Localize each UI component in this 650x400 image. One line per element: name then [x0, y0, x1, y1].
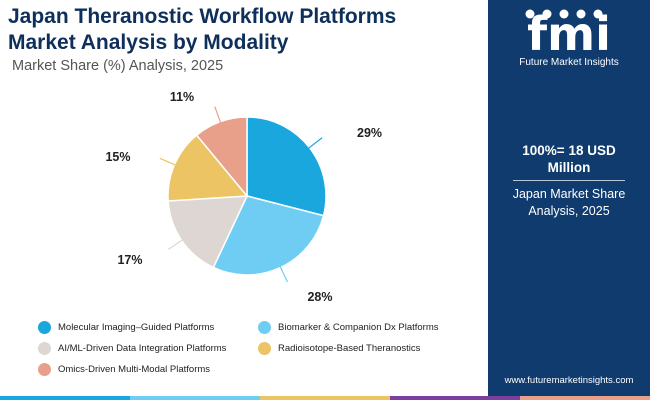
market-total-line2: Million — [547, 160, 591, 175]
pie-data-label: 29% — [357, 126, 382, 140]
logo-caption: Future Market Insights — [519, 57, 619, 68]
side-panel: fmi Future Market Insights 100%= 18 USD … — [488, 0, 650, 396]
logo-icon-row — [525, 9, 603, 19]
bottom-bar-segment — [390, 396, 520, 400]
legend-item[interactable]: Molecular Imaging–Guided Platforms — [38, 321, 214, 334]
market-description-line1: Japan Market Share — [512, 187, 626, 201]
legend-label: Biomarker & Companion Dx Platforms — [278, 322, 439, 333]
pie-data-label: 11% — [170, 90, 194, 104]
legend-item[interactable]: Omics-Driven Multi-Modal Platforms — [38, 363, 210, 376]
bottom-bar-segment — [260, 396, 390, 400]
chart-subtitle: Market Share (%) Analysis, 2025 — [12, 58, 224, 74]
legend-item[interactable]: Biomarker & Companion Dx Platforms — [258, 321, 439, 334]
market-description-line2: Analysis, 2025 — [528, 204, 610, 218]
pie-leader-line — [214, 106, 222, 124]
legend-label: AI/ML-Driven Data Integration Platforms — [58, 343, 227, 354]
legend-swatch-icon — [38, 321, 51, 334]
market-total-line1: 100%= 18 USD — [522, 143, 616, 158]
logo-dot-icon — [542, 9, 552, 19]
pie-leader-line — [279, 265, 288, 283]
legend-swatch-icon — [38, 342, 51, 355]
chart-title-line2: Market Analysis by Modality — [8, 31, 289, 54]
legend-label: Omics-Driven Multi-Modal Platforms — [58, 364, 211, 375]
chart-title: Japan Theranostic Workflow Platforms Mar… — [8, 4, 488, 56]
bottom-bar-segment — [0, 396, 130, 400]
market-total: 100%= 18 USD Million — [494, 142, 644, 176]
logo-dot-icon — [576, 9, 586, 19]
fmi-logo: fmi — [525, 7, 611, 61]
bottom-color-bar — [0, 396, 650, 400]
legend-item[interactable]: AI/ML-Driven Data Integration Platforms — [38, 342, 226, 355]
market-description: Japan Market Share Analysis, 2025 — [494, 186, 644, 220]
legend-swatch-icon — [258, 321, 271, 334]
logo-dot-icon — [593, 9, 603, 19]
pie-leader-line — [159, 157, 177, 166]
pie-chart: 29% 28% 17% 15% 11% — [105, 90, 382, 304]
pie-data-label: 15% — [105, 150, 130, 164]
chart-title-line1: Japan Theranostic Workflow Platforms — [8, 5, 397, 28]
logo-dot-icon — [525, 9, 535, 19]
legend-swatch-icon — [258, 342, 271, 355]
bottom-bar-segment — [130, 396, 260, 400]
website-url[interactable]: www.futuremarketinsights.com — [504, 375, 634, 386]
legend-label: Radioisotope-Based Theranostics — [278, 343, 421, 354]
pie-leader-line — [307, 137, 323, 150]
legend-item[interactable]: Radioisotope-Based Theranostics — [258, 342, 420, 355]
pie-data-label: 17% — [117, 253, 142, 267]
panel-divider — [513, 180, 625, 181]
pie-leader-line — [168, 238, 184, 250]
bottom-bar-segment — [520, 396, 650, 400]
pie-data-label: 28% — [307, 290, 332, 304]
legend-swatch-icon — [38, 363, 51, 376]
legend-label: Molecular Imaging–Guided Platforms — [58, 322, 215, 333]
logo-dot-icon — [559, 9, 569, 19]
